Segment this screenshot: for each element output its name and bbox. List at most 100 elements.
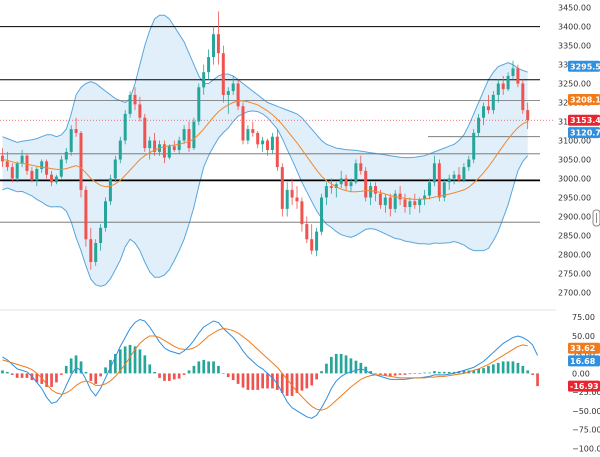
candlestick (128, 91, 132, 118)
macd-histogram-bar (84, 371, 88, 374)
macd-histogram-bar (334, 353, 338, 374)
macd-histogram-bar (384, 373, 387, 376)
macd-histogram-bar (15, 373, 19, 378)
macd-histogram-bar (447, 371, 451, 374)
candlestick (467, 155, 471, 171)
macd-histogram-bar (315, 373, 318, 380)
macd-histogram-bar (60, 373, 63, 375)
macd-histogram-bar (379, 373, 382, 375)
candlestick (423, 189, 427, 206)
macd-histogram-bar (50, 373, 53, 387)
candlestick (388, 193, 392, 217)
macd-histogram-bar (212, 361, 215, 374)
candlestick (354, 159, 358, 185)
macd-histogram-bar (506, 361, 510, 374)
macd-histogram-bar (271, 373, 274, 389)
macd-histogram-bar (217, 365, 220, 374)
candlestick (84, 186, 88, 247)
candlestick (359, 155, 363, 175)
candlestick (290, 178, 294, 206)
macd-histogram-bar (374, 373, 377, 374)
macd-histogram-bar (128, 344, 132, 374)
candlestick (241, 102, 245, 145)
price-axis-tick-label: 2700.00 (558, 288, 591, 297)
macd-histogram-bar (330, 356, 333, 374)
macd-histogram-bar (305, 373, 309, 389)
macd-axis-tick-label: 0.00 (572, 369, 590, 378)
macd-histogram-bar (295, 373, 299, 393)
candlestick (452, 170, 456, 185)
macd-histogram-bar (202, 359, 206, 374)
price-axis-tick-label: 2950.00 (558, 194, 591, 203)
svg-text:3208.11: 3208.11 (570, 96, 600, 105)
price-axis-tick-label: 3100.00 (558, 137, 591, 146)
candlestick (437, 159, 441, 202)
macd-axis[interactable]: 75.00 50.00 25.00 0.00 −25.00 −50.00 −75.00 −10… (572, 313, 600, 453)
candlestick (30, 167, 34, 183)
candlestick (364, 167, 368, 202)
macd-histogram-bar (276, 373, 279, 390)
candlestick (472, 129, 476, 164)
candlestick (207, 49, 211, 80)
candlestick (172, 140, 176, 152)
candlestick (457, 167, 461, 183)
price-axis-tick-label: 3000.00 (558, 175, 591, 184)
candlestick (153, 132, 157, 156)
macd-histogram-bar (501, 361, 505, 374)
macd-histogram-bar (536, 373, 539, 387)
candlestick (305, 216, 309, 243)
candlestick (403, 193, 407, 213)
candlestick (447, 174, 451, 190)
macd-histogram-bar (438, 371, 441, 374)
macd-histogram-bar (172, 373, 176, 380)
macd-histogram-bar (516, 362, 520, 374)
macd-histogram-bar (10, 373, 14, 375)
candlestick (94, 239, 98, 266)
candlestick (339, 170, 343, 188)
candlestick (320, 193, 323, 236)
candlestick (408, 197, 412, 215)
price-panel[interactable] (0, 11, 554, 287)
macd-histogram-bar (55, 373, 58, 383)
candlestick (133, 87, 137, 111)
price-axis[interactable]: 3450.003400.003350.003300.003250.003200.… (558, 4, 591, 298)
candlestick (280, 163, 284, 217)
candlestick (20, 150, 24, 168)
macd-histogram-bar (344, 355, 348, 374)
svg-text:3120.73: 3120.73 (570, 129, 600, 138)
macd-histogram-bar (393, 373, 397, 376)
candlestick (501, 75, 505, 95)
candlestick (64, 148, 68, 164)
candlestick (246, 125, 250, 145)
macd-histogram-bar (398, 373, 402, 375)
macd-histogram-bar (187, 370, 191, 374)
macd-histogram-bar (266, 373, 269, 389)
price-axis-tick-label: 3250.00 (558, 80, 591, 89)
candlestick (202, 64, 206, 95)
scroll-handle-icon[interactable] (592, 209, 600, 227)
macd-histogram-bar (143, 355, 147, 374)
macd-histogram-bar (477, 368, 480, 374)
price-axis-tick-label: 2850.00 (558, 231, 591, 240)
candlestick (506, 72, 510, 92)
candlestick (162, 140, 166, 164)
macd-line (2, 318, 538, 419)
macd-panel[interactable] (1, 318, 539, 419)
svg-text:3295.50: 3295.50 (570, 62, 600, 71)
macd-axis-tick-label: −100.00 (572, 444, 600, 453)
svg-text:16.68: 16.68 (570, 357, 596, 366)
candlestick (482, 102, 485, 126)
candlestick (69, 125, 73, 156)
value-badge: 3295.50 (568, 60, 600, 72)
price-axis-tick-label: 2900.00 (558, 213, 591, 222)
candlestick (511, 60, 515, 80)
candlestick (344, 174, 348, 190)
macd-histogram-bar (74, 355, 78, 374)
moving-average-line (2, 100, 528, 200)
macd-histogram-bar (226, 373, 230, 378)
candlestick (167, 144, 171, 160)
price-axis-tick-label: 3450.00 (558, 4, 591, 13)
candlestick (413, 193, 417, 209)
candlestick (310, 224, 314, 255)
candlestick (300, 197, 304, 232)
